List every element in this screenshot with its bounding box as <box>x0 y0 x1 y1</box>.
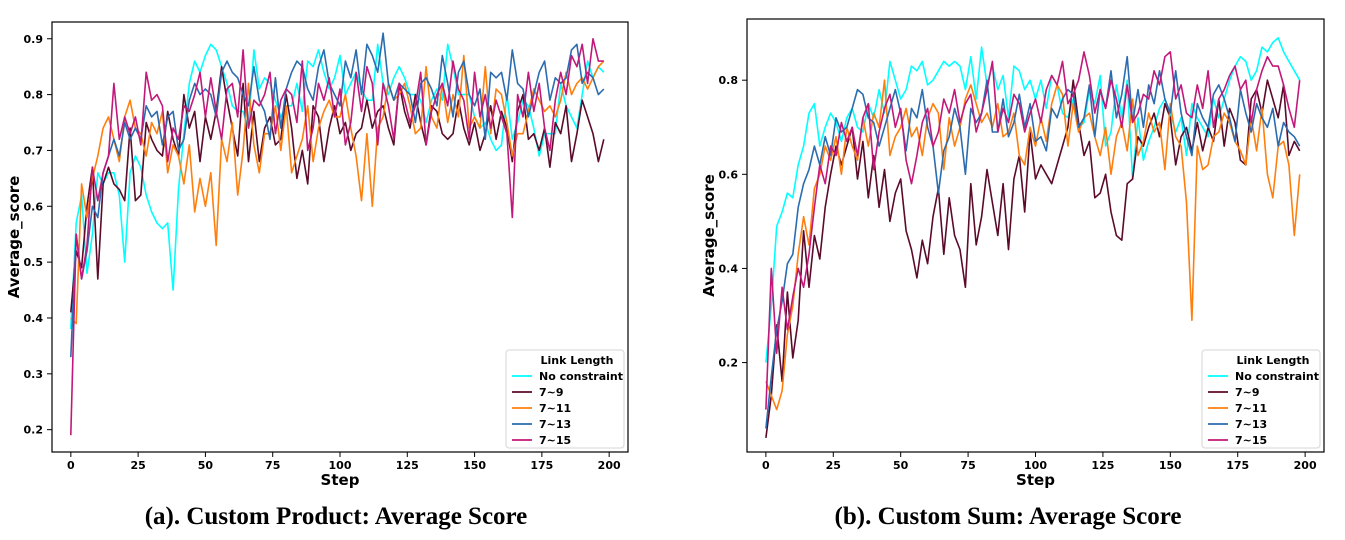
chart-a-legend-label-3: 7~13 <box>539 418 571 431</box>
chart-b-y-tick-label: 0.4 <box>719 262 739 275</box>
chart-b-legend-label-2: 7~11 <box>1235 402 1267 415</box>
chart-a-y-tick-label: 0.5 <box>24 256 44 269</box>
chart-b-y-tick-label: 0.2 <box>719 357 739 370</box>
chart-a-legend-box <box>505 349 625 449</box>
chart-b-series-line-4 <box>765 51 1301 410</box>
chart-a-x-tick-label: 150 <box>463 459 486 472</box>
chart-b-svg: 0 25 50 75 100 125 150 175 200 0.2 0.4 0.6 0.8 Step Av… <box>700 18 1325 489</box>
chart-b-series-line-2 <box>765 79 1301 411</box>
chart-a-series-line-4 <box>70 37 604 436</box>
chart-a-series-line-3 <box>70 32 605 358</box>
chart-b-legend-label-4: 7~15 <box>1235 434 1267 447</box>
chart-a-legend-label-0: No constraint <box>539 370 623 383</box>
chart-a-x-tick-label: 75 <box>265 459 280 472</box>
chart-b-legend-box <box>1201 349 1321 449</box>
chart-a-x-tick-label: 125 <box>396 459 419 472</box>
chart-a-caption: (a). Custom Product: Average Score <box>144 503 528 530</box>
chart-b-y-tick-label: 0.8 <box>719 74 739 87</box>
chart-a-x-tick-label: 200 <box>598 459 621 472</box>
chart-b-x-tick-label: 125 <box>1091 459 1114 472</box>
chart-b-x-tick-label: 50 <box>893 459 909 472</box>
chart-a-y-axis-label: Average_score <box>5 176 23 299</box>
chart-a-legend-label-2: 7~11 <box>539 402 571 415</box>
chart-b-legend-title: Link Length <box>1236 354 1309 367</box>
chart-b-x-axis-label: Step <box>1016 471 1055 489</box>
chart-b-x-tick-label: 25 <box>826 459 841 472</box>
chart-a-x-tick-label: 50 <box>198 459 214 472</box>
chart-a-legend-label-1: 7~9 <box>539 386 564 399</box>
chart-a-series-line-1 <box>70 65 605 313</box>
chart-b-x-tick-label: 0 <box>762 459 770 472</box>
chart-b-series-line-3 <box>765 55 1301 429</box>
chart-b-x-tick-label: 150 <box>1159 459 1182 472</box>
chart-a-legend-label-4: 7~15 <box>539 434 571 447</box>
chart-b-legend-label-3: 7~13 <box>1235 418 1267 431</box>
chart-b-y-tick-label: 0.6 <box>719 168 739 181</box>
chart-b-x-tick-label: 100 <box>1024 459 1047 472</box>
chart-b-x-tick-label: 175 <box>1226 459 1249 472</box>
chart-a-y-tick-label: 0.8 <box>24 89 44 102</box>
chart-a-y-tick-label: 0.7 <box>24 144 44 157</box>
chart-a-series-line-0 <box>70 43 605 330</box>
chart-b-y-axis-label: Average_score <box>700 174 718 297</box>
chart-a-svg: 0 25 50 75 100 125 150 175 200 0.2 0.3 0.4 0.5 0.6 0.7… <box>5 21 629 489</box>
chart-a-y-tick-label: 0.3 <box>24 368 44 381</box>
chart-b-legend-label-0: No constraint <box>1235 370 1319 383</box>
chart-b-legend-label-1: 7~9 <box>1235 386 1260 399</box>
chart-a-x-tick-label: 0 <box>67 459 75 472</box>
chart-a-y-tick-label: 0.9 <box>24 33 44 46</box>
chart-a-y-tick-label: 0.6 <box>24 200 44 213</box>
chart-a-x-tick-label: 175 <box>530 459 553 472</box>
chart-a-legend-title: Link Length <box>540 354 613 367</box>
chart-a-x-tick-label: 25 <box>130 459 145 472</box>
chart-a-y-tick-label: 0.4 <box>24 312 44 325</box>
chart-a-x-tick-label: 100 <box>329 459 352 472</box>
chart-a-y-tick-label: 0.2 <box>24 424 44 437</box>
chart-a-x-axis-label: Step <box>321 471 360 489</box>
chart-b-x-tick-label: 200 <box>1294 459 1317 472</box>
chart-panel-a: 0 25 50 75 100 125 150 175 200 0.2 0.3 0.4 0.5 0.6 0.7… <box>0 0 672 540</box>
chart-b-caption: (b). Custom Sum: Average Score <box>834 503 1182 530</box>
chart-b-series-line-0 <box>765 36 1301 363</box>
chart-panel-b: 0 25 50 75 100 125 150 175 200 0.2 0.4 0.6 0.8 Step Av… <box>672 0 1344 540</box>
chart-b-x-tick-label: 75 <box>960 459 975 472</box>
